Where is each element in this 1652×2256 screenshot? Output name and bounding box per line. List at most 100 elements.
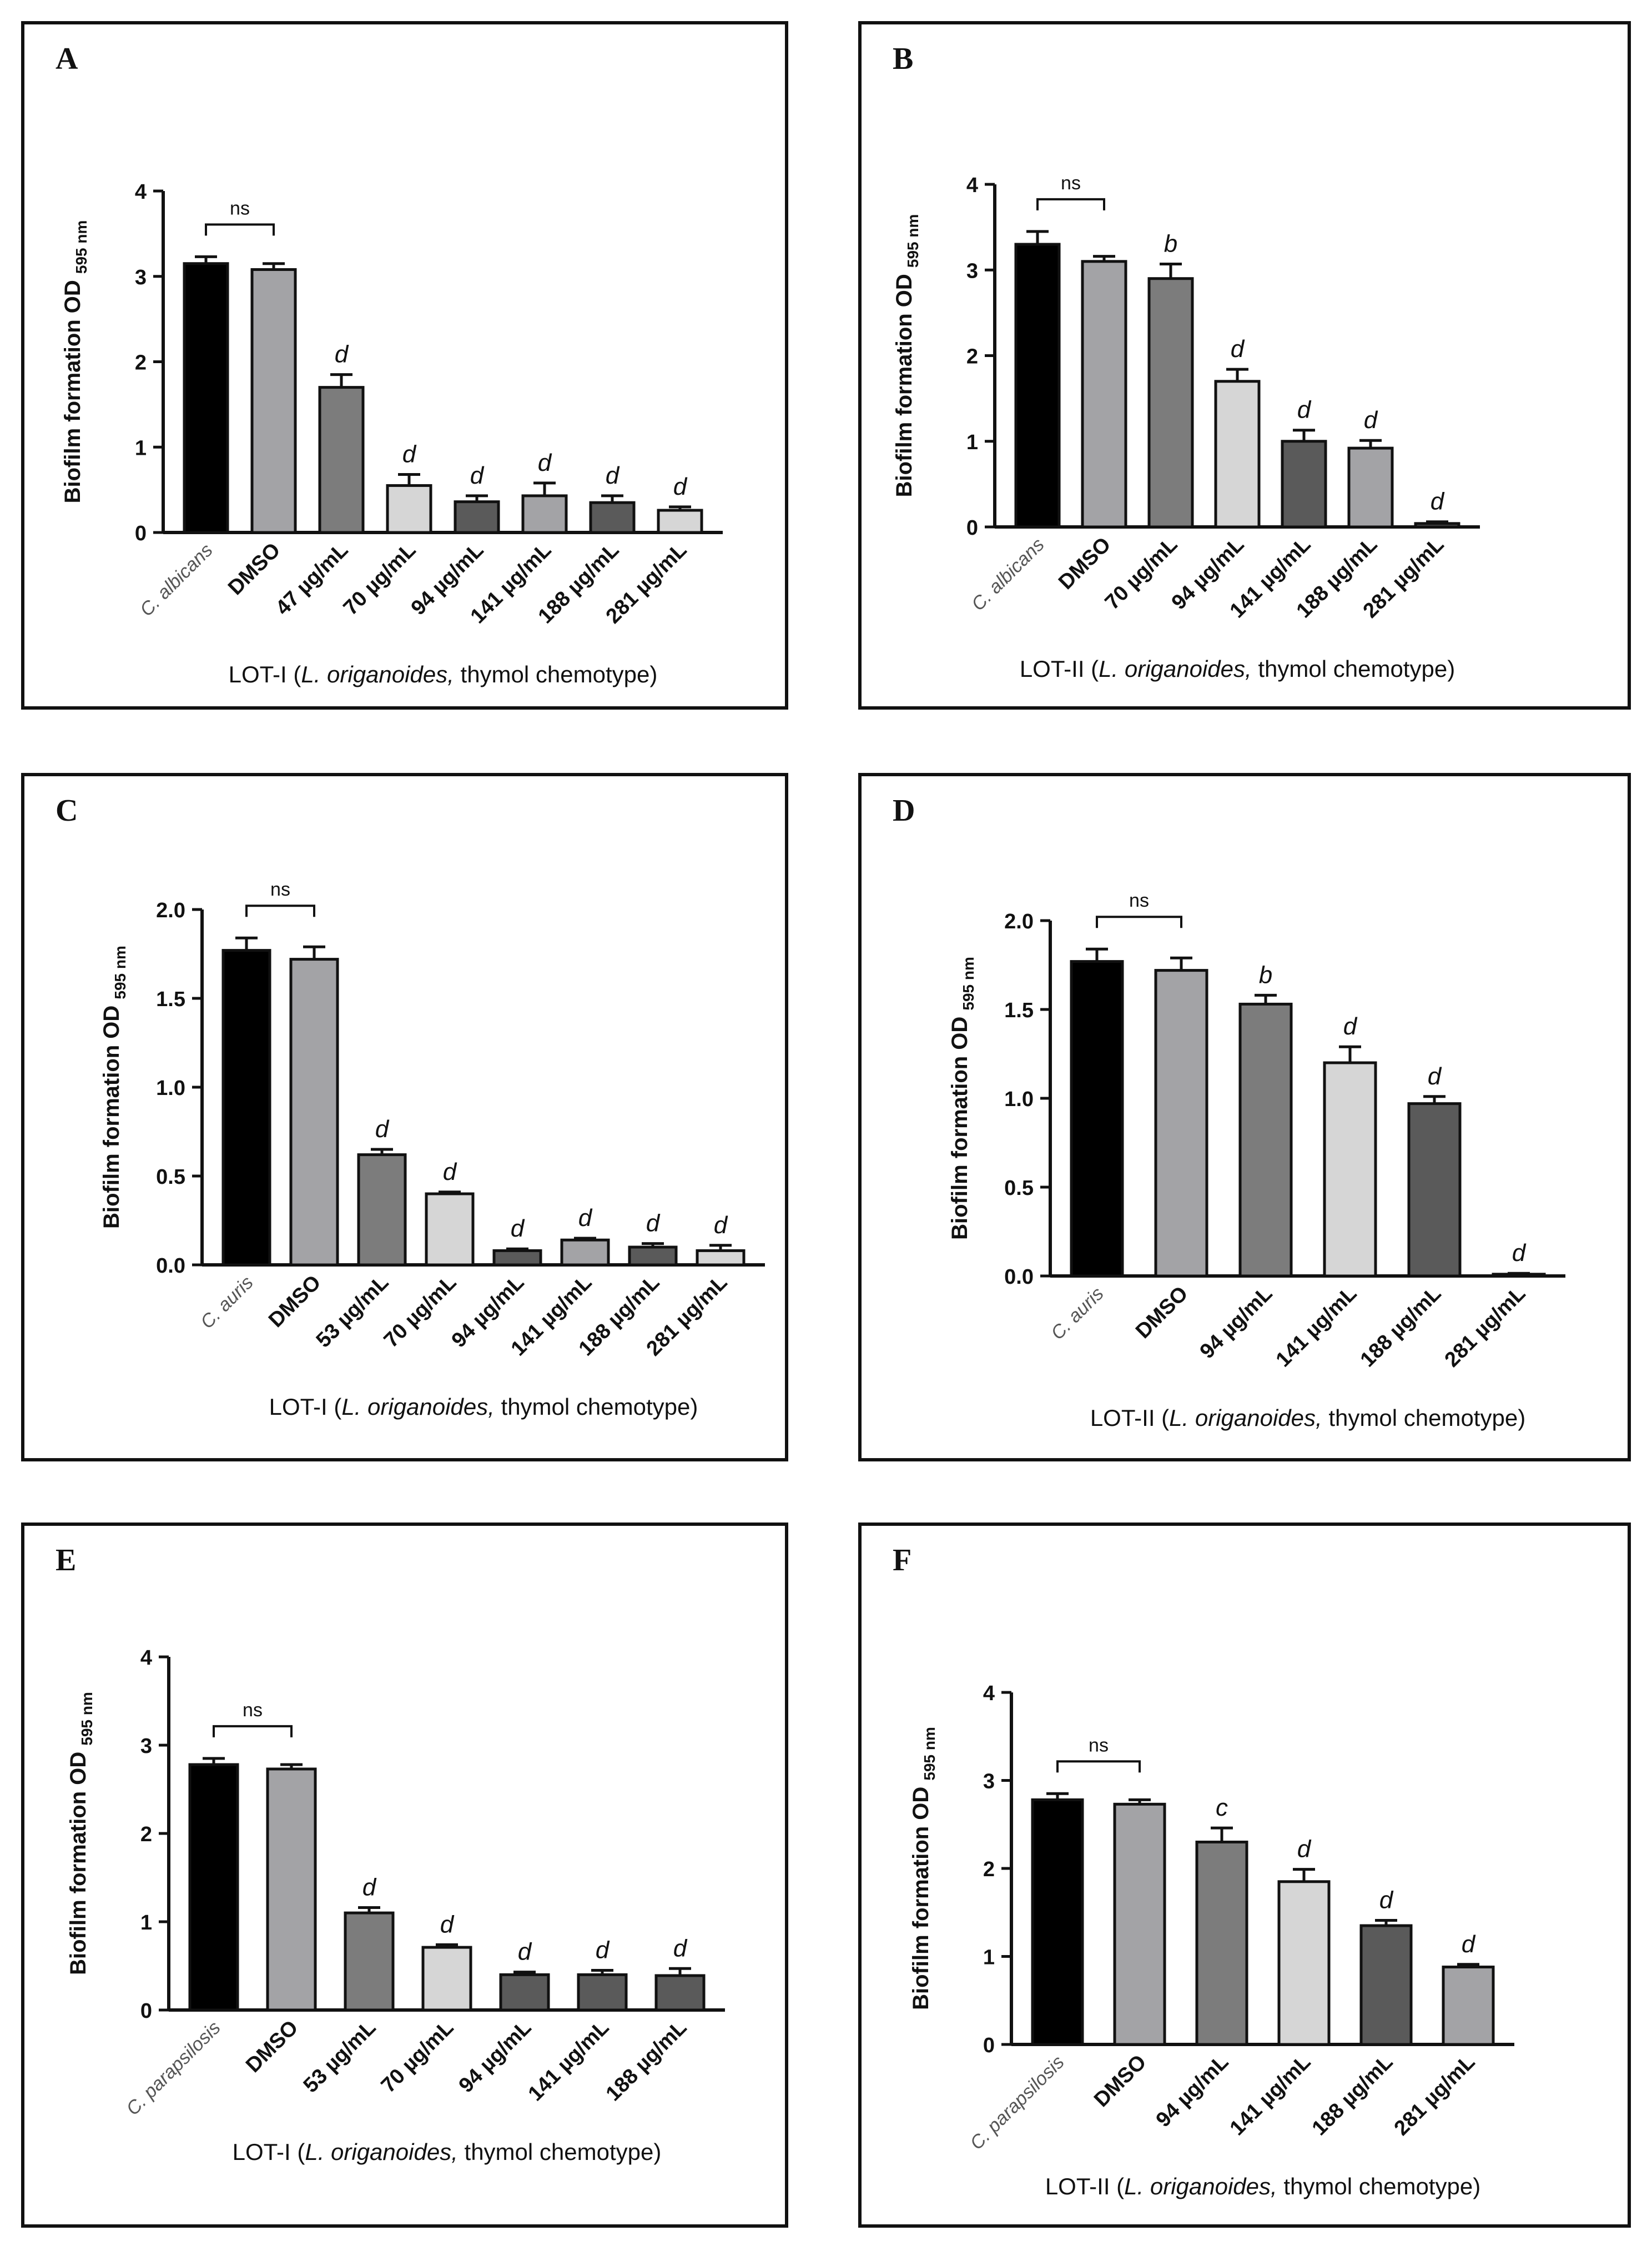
bar [289,958,339,1267]
bar [1195,1840,1248,2046]
ns-bracket [1056,1760,1141,1773]
bar-chart-d: 0.0 0.5 1.0 1.5 2.0 Biofilm formation OD 595 … [948,890,1565,1431]
y-tick-label: 2 [983,1858,995,1881]
bar [1414,522,1460,529]
bar-chart-e: 0 1 2 3 4 Biofilm formation OD 595 nm C. parap… [66,1646,725,2165]
significance-letter: d [538,449,552,476]
bar [386,484,432,534]
significance-letter: d [1343,1013,1358,1040]
bar [657,509,703,534]
chart-panel-f: F 0 1 2 3 4 Biofilm formation OD 595 nm C. par… [858,1523,1631,2228]
ns-bracket [245,905,315,917]
x-tick-label: 94 µg/mL [1196,1282,1277,1364]
y-tick-label: 2 [135,351,147,375]
x-tick-label: C. parapsilosis [966,2052,1069,2154]
panel-label: D [893,793,915,828]
bar [1147,277,1194,529]
ns-label: ns [1061,173,1081,194]
x-axis-label: LOT-II (L. origanoides, thymol chemotype… [1090,1405,1525,1431]
bar-chart-c: 0.0 0.5 1.0 1.5 2.0 Biofilm formation OD 595 … [99,879,765,1420]
significance-letter: d [511,1215,525,1242]
y-tick-label: 0 [140,1999,152,2023]
bar [1347,446,1394,529]
significance-letter: d [606,462,620,489]
chart-panel-d: D 0.0 0.5 1.0 1.5 2.0 Biofilm formation OD 59… [858,773,1631,1461]
x-tick-label: 188 µg/mL [602,2016,692,2106]
bar-chart-a: 0 1 2 3 4 Biofilm formation OD 595 nm C. albic… [61,180,723,687]
panel-label: E [56,1543,77,1577]
x-tick-label: 188 µg/mL [1308,2051,1398,2141]
x-axis-label: LOT-I (L. origanoides, thymol chemotype) [229,661,658,687]
x-tick-label: 53 µg/mL [299,2016,381,2098]
y-tick-label: 3 [140,1735,152,1758]
bar [266,1767,317,2012]
significance-letter: b [1259,961,1272,988]
significance-letter: d [1364,406,1378,434]
ns-label: ns [230,198,250,219]
x-tick-label: 281 µg/mL [1441,1282,1530,1372]
ns-bracket [213,1725,293,1737]
bar [521,494,568,534]
x-axis-label: LOT-I (L. origanoides, thymol chemotype) [269,1394,698,1420]
ns-label: ns [1129,890,1149,911]
significance-letter: d [402,440,417,468]
y-tick-label: 0.0 [156,1254,185,1278]
x-tick-label: DMSO [1054,533,1115,594]
y-tick-label: 0 [966,516,978,540]
y-axis-label: Biofilm formation OD 595 nm [99,946,129,1229]
bar [1407,1102,1462,1278]
significance-letter: d [375,1116,390,1143]
bar [221,949,271,1267]
y-axis-label: Biofilm formation OD 595 nm [66,1692,95,1975]
x-tick-label: DMSO [264,1271,325,1332]
y-tick-label: 1 [140,1911,152,1935]
x-axis-label: LOT-II (L. origanoides, thymol chemotype… [1020,656,1455,682]
y-axis-label: Biofilm formation OD 595 nm [61,220,90,504]
bar [1323,1061,1377,1278]
significance-letter: d [518,1938,532,1966]
significance-letter: d [443,1158,457,1185]
bar [589,501,636,534]
x-tick-label: 70 µg/mL [339,539,421,620]
y-tick-label: 3 [983,1770,995,1793]
bar [1281,440,1327,529]
bar [421,1946,472,2012]
significance-letter: d [578,1204,593,1232]
x-tick-label: 53 µg/mL [312,1271,394,1353]
x-tick-label: 281 µg/mL [1390,2051,1480,2141]
bar [250,268,297,534]
ns-bracket [1036,198,1105,210]
bar [344,1911,395,2012]
y-tick-label: 3 [966,259,978,283]
bar [425,1192,475,1267]
bar [183,262,229,534]
bar [1238,1002,1293,1278]
bar [1014,243,1061,529]
y-tick-label: 1 [966,431,978,454]
bar [318,386,365,534]
significance-letter: d [1428,1063,1442,1090]
ns-bracket [205,223,275,236]
x-tick-label: 141 µg/mL [1272,1282,1362,1372]
y-tick-label: 2 [966,345,978,369]
y-axis-label: Biofilm formation OD 595 nm [892,214,921,498]
y-tick-label: 4 [140,1646,152,1670]
chart-panel-c: C 0.0 0.5 1.0 1.5 2.0 Biofilm formation OD 59… [21,773,788,1461]
y-tick-label: 1 [983,1946,995,1969]
bar [1113,1802,1166,2046]
x-tick-label: C. albicans [136,540,217,621]
y-axis-label: Biofilm formation OD 595 nm [909,1727,938,2010]
significance-letter: d [470,462,485,489]
bar [577,1973,628,2012]
bar [1154,969,1208,1278]
significance-letter: d [1462,1931,1476,1958]
bar-chart-b: 0 1 2 3 4 Biofilm formation OD 595 nm C. albic… [892,173,1480,682]
x-axis-label: LOT-I (L. origanoides, thymol chemotype) [233,2139,662,2165]
x-tick-label: 70 µg/mL [377,2016,459,2098]
significance-letter: d [440,1911,455,1938]
y-tick-label: 2.0 [156,899,185,922]
chart-panel-a: A 0 1 2 3 4 Biofilm formation OD 595 nm C. alb… [21,21,788,710]
significance-letter: d [1297,1836,1312,1863]
significance-letter: d [1379,1887,1394,1914]
x-tick-label: 188 µg/mL [1356,1282,1446,1372]
